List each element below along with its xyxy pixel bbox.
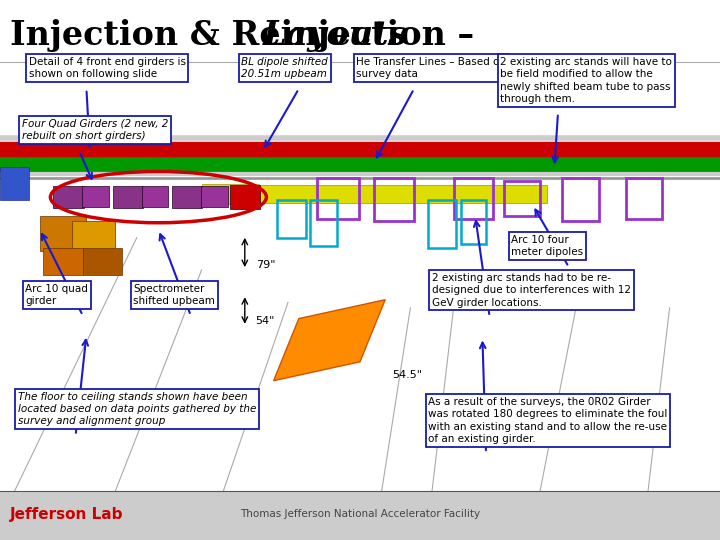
Text: Detail of 4 front end girders is
shown on following slide: Detail of 4 front end girders is shown o… bbox=[29, 57, 186, 79]
Text: Four Quad Girders (2 new, 2
rebuilt on short girders): Four Quad Girders (2 new, 2 rebuilt on s… bbox=[22, 119, 168, 141]
Text: Jefferson Lab: Jefferson Lab bbox=[10, 507, 124, 522]
FancyBboxPatch shape bbox=[0, 167, 29, 200]
Text: BL dipole shifted
20.51m upbeam: BL dipole shifted 20.51m upbeam bbox=[241, 57, 328, 79]
Text: Spectrometer
shifted upbeam: Spectrometer shifted upbeam bbox=[133, 284, 215, 306]
FancyBboxPatch shape bbox=[172, 186, 202, 208]
Text: The floor to ceiling stands shown have been
located based on data points gathere: The floor to ceiling stands shown have b… bbox=[18, 392, 256, 426]
Text: As a result of the surveys, the 0R02 Girder
was rotated 180 degrees to eliminate: As a result of the surveys, the 0R02 Gir… bbox=[428, 397, 667, 444]
Text: Layouts: Layouts bbox=[263, 19, 408, 52]
Text: He Transfer Lines – Based on
survey data: He Transfer Lines – Based on survey data bbox=[356, 57, 506, 79]
FancyBboxPatch shape bbox=[0, 59, 720, 491]
FancyBboxPatch shape bbox=[53, 186, 84, 208]
FancyBboxPatch shape bbox=[0, 491, 720, 540]
FancyBboxPatch shape bbox=[230, 185, 260, 209]
Text: Injection & Reinjection –: Injection & Reinjection – bbox=[10, 19, 486, 52]
FancyBboxPatch shape bbox=[202, 184, 259, 204]
FancyBboxPatch shape bbox=[83, 248, 122, 275]
FancyBboxPatch shape bbox=[142, 186, 168, 207]
Text: Thomas Jefferson National Accelerator Facility: Thomas Jefferson National Accelerator Fa… bbox=[240, 509, 480, 519]
FancyBboxPatch shape bbox=[72, 221, 115, 262]
Text: 2 existing arc stands had to be re-
designed due to interferences with 12
GeV gi: 2 existing arc stands had to be re- desi… bbox=[432, 273, 631, 307]
Text: 54.5": 54.5" bbox=[392, 370, 423, 380]
Text: 2 existing arc stands will have to
be field modified to allow the
newly shifted : 2 existing arc stands will have to be fi… bbox=[500, 57, 672, 104]
Text: 54": 54" bbox=[256, 316, 275, 326]
FancyBboxPatch shape bbox=[113, 186, 143, 208]
Polygon shape bbox=[274, 300, 385, 381]
Text: Arc 10 four
meter dipoles: Arc 10 four meter dipoles bbox=[511, 235, 583, 257]
FancyBboxPatch shape bbox=[201, 186, 228, 207]
FancyBboxPatch shape bbox=[43, 248, 83, 275]
FancyBboxPatch shape bbox=[40, 216, 86, 251]
Text: 79": 79" bbox=[256, 260, 275, 269]
FancyBboxPatch shape bbox=[230, 185, 547, 202]
FancyBboxPatch shape bbox=[0, 0, 720, 65]
Text: Arc 10 quad
girder: Arc 10 quad girder bbox=[25, 284, 88, 306]
FancyBboxPatch shape bbox=[82, 186, 109, 207]
